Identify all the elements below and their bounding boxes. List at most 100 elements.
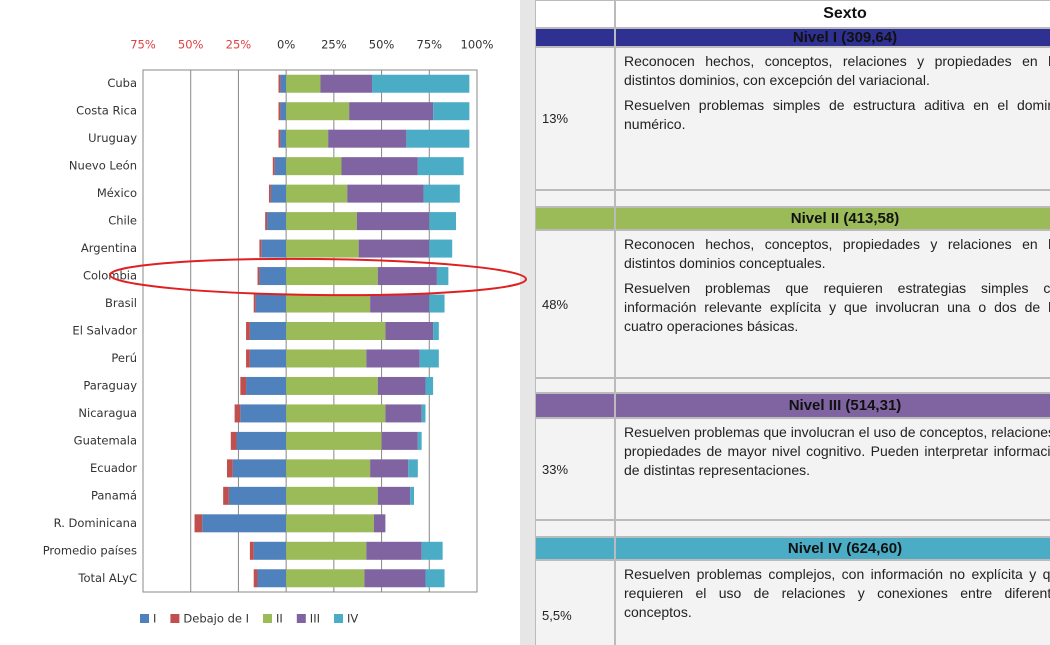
x-tick-label: 25%	[321, 38, 347, 52]
y-tick-label: R. Dominicana	[54, 516, 137, 530]
bar-segment	[280, 129, 287, 148]
bar-segment	[280, 74, 287, 93]
description-paragraph: Resuelven problemas que requieren estrat…	[624, 280, 1050, 334]
bar-segment	[423, 184, 460, 203]
table-header: Sexto	[615, 0, 1050, 28]
legend-swatch	[140, 614, 149, 623]
bar-segment	[236, 431, 287, 450]
bar-segment	[259, 267, 287, 286]
level-title: Nivel I (309,64)	[615, 28, 1050, 47]
bar-segment	[286, 102, 350, 121]
bar-segment	[377, 267, 437, 286]
bar-segment	[372, 74, 470, 93]
bar-segment	[286, 239, 359, 258]
bar-segment	[370, 459, 409, 478]
level-percent: 33%	[535, 418, 615, 520]
bar-segment	[223, 486, 229, 505]
bar-segment	[286, 486, 378, 505]
description-paragraph: Resuelven problemas simples de estructur…	[624, 97, 1050, 132]
bar-segment	[240, 404, 287, 423]
y-tick-label: Uruguay	[88, 131, 137, 145]
bar-segment	[234, 404, 241, 423]
x-tick-label: 0%	[277, 38, 295, 52]
y-tick-label: Paraguay	[83, 378, 137, 392]
level-description: Reconocen hechos, conceptos, propiedades…	[615, 230, 1050, 378]
bar-segment	[286, 569, 365, 588]
bar-segment	[274, 157, 287, 176]
bar-segment	[253, 569, 258, 588]
bar-segment	[286, 74, 321, 93]
bar-segment	[349, 102, 434, 121]
legend-swatch	[333, 614, 343, 623]
x-tick-label: 50%	[178, 38, 204, 52]
bar-segment	[436, 267, 449, 286]
bar-segment	[366, 541, 422, 560]
bar-segment	[240, 376, 247, 395]
legend-label: III	[310, 612, 320, 626]
level-title-blank	[535, 207, 615, 230]
bar-segment	[265, 212, 268, 231]
bar-segment	[286, 459, 371, 478]
bar-segment	[286, 322, 386, 340]
bar-segment	[408, 459, 418, 478]
legend-swatch	[296, 614, 306, 623]
bar-segment	[356, 212, 430, 231]
legend-swatch	[170, 614, 180, 623]
bar-segment	[377, 486, 411, 505]
level-percent: 48%	[535, 230, 615, 378]
bar-segment	[433, 322, 439, 340]
bar-segment	[253, 294, 256, 313]
bar-segment	[417, 431, 422, 450]
y-tick-label: Chile	[108, 214, 137, 228]
level-description: Resuelven problemas complejos, con infor…	[615, 560, 1050, 645]
description-paragraph: Reconocen hechos, conceptos, propiedades…	[624, 236, 1050, 271]
level-title: Nivel III (514,31)	[615, 393, 1050, 418]
bar-segment	[226, 459, 233, 478]
bar-segment	[255, 294, 287, 313]
description-paragraph: Resuelven problemas complejos, con infor…	[624, 566, 1050, 620]
bar-segment	[253, 541, 287, 560]
bar-segment	[425, 569, 445, 588]
bar-segment	[257, 267, 260, 286]
level-description: Reconocen hechos, conceptos, relaciones …	[615, 47, 1050, 190]
level-title: Nivel II (413,58)	[615, 207, 1050, 230]
bar-segment	[347, 184, 424, 203]
bar-segment	[261, 239, 287, 258]
level-title-blank	[535, 28, 615, 47]
bar-segment	[328, 129, 407, 148]
gap-cell	[615, 520, 1050, 537]
gap-cell	[615, 378, 1050, 393]
y-tick-label: Cuba	[107, 76, 137, 90]
bar-segment	[286, 129, 329, 148]
bar-segment	[228, 486, 287, 505]
bar-segment	[194, 514, 203, 533]
bar-segment	[286, 212, 357, 231]
chart: 75% 50% 25% 0% 25% 50% 75% 100% Cuba Costa Rica Ur…	[0, 0, 520, 645]
header-blank	[535, 0, 615, 28]
legend-label: II	[276, 612, 283, 626]
bar-segment	[429, 294, 445, 313]
bar-segment	[286, 157, 342, 176]
bar-segment	[278, 74, 281, 93]
bar-segment	[286, 514, 374, 533]
bar-segment	[366, 349, 420, 368]
bar-segment	[341, 157, 418, 176]
bar-segment	[421, 541, 443, 560]
gap-cell	[535, 190, 615, 207]
bar-segment	[286, 267, 378, 286]
x-tick-label: 75%	[130, 38, 156, 52]
y-tick-label: Panamá	[91, 488, 137, 502]
bar-segment	[257, 569, 287, 588]
y-tick-label: Costa Rica	[76, 104, 137, 118]
bar-segment	[381, 431, 418, 450]
bar-segment	[246, 349, 250, 368]
gap-cell	[535, 520, 615, 537]
bar-segment	[358, 239, 430, 258]
bar-segment	[232, 459, 287, 478]
bar-segment	[286, 294, 371, 313]
description-paragraph: Reconocen hechos, conceptos, relaciones …	[624, 53, 1050, 88]
bar-segment	[202, 514, 287, 533]
y-tick-label: México	[97, 186, 137, 200]
bar-segment	[246, 376, 287, 395]
